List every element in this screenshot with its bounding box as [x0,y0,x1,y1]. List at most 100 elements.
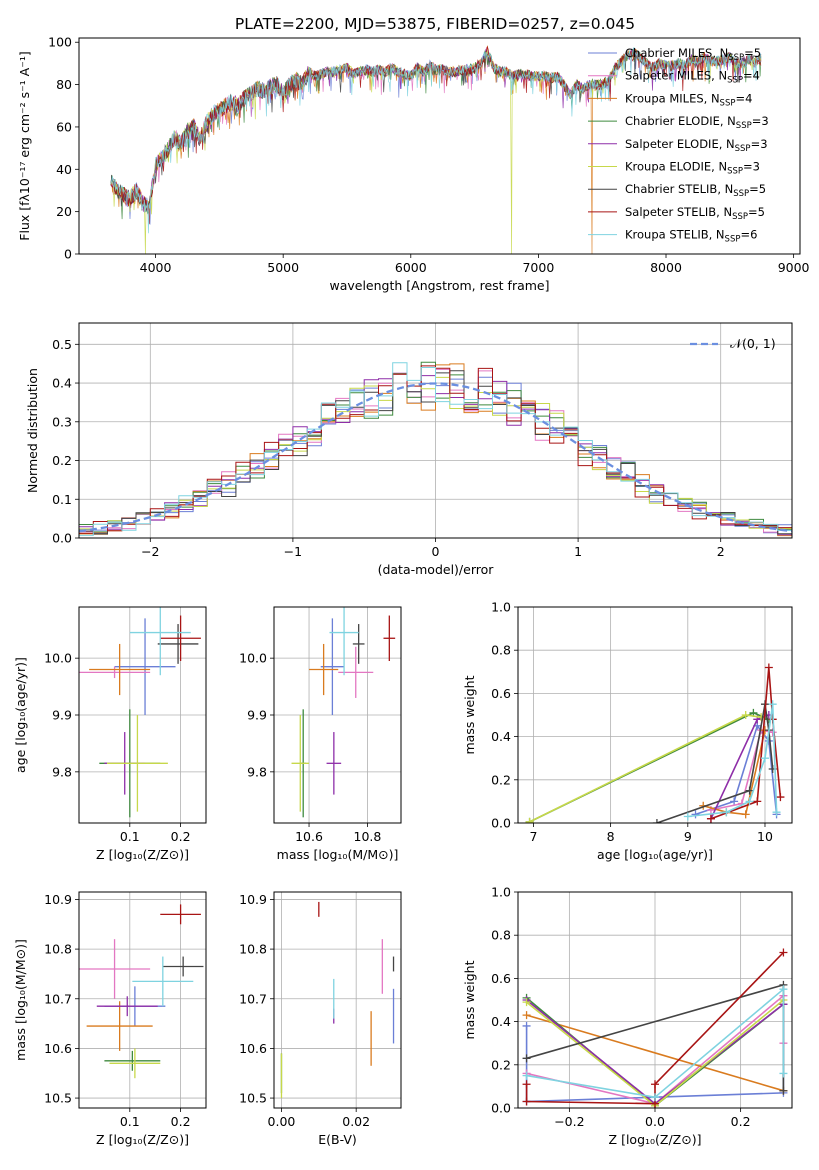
y-tick-label: 9.9 [247,708,267,723]
y-tick-label: 0.6 [491,686,511,701]
legend-entry: Kroupa MILES, NSSP=4 [625,91,752,108]
weight-marker [779,948,788,957]
errorbar-point [329,607,359,676]
weight-marker [651,1093,659,1102]
legend-entry: Salpeter ELODIE, NSSP=3 [625,137,768,154]
weight-marker [741,711,750,719]
errorbar-point [79,666,151,679]
spectrum-line [110,47,762,234]
errorbar-point [157,624,199,664]
weight-marker [779,1069,788,1078]
x-tick-label: 0.0 [645,1114,665,1129]
legend-nssp-subscript: SSP [735,144,751,154]
y-tick-label: 0.4 [491,729,511,744]
legend-nssp-value: =3 [751,137,768,151]
x-tick-label: 6000 [395,260,427,275]
weight-marker [522,1080,531,1089]
plot-area [79,607,201,818]
x-tick-label: 2 [717,544,725,559]
errorbar-point [109,1048,161,1079]
errorbar-point [89,643,151,696]
weight-marker [745,797,754,806]
y-tick-label: 10.8 [239,942,267,957]
weight-marker [651,1080,659,1089]
legend-model-name: Salpeter ELODIE, N [625,137,735,151]
errorbar-point [132,956,194,1007]
plot-area [291,607,396,818]
x-tick-label: 9000 [778,260,810,275]
legend-model-name: Kroupa ELODIE, N [625,160,727,174]
plot-area [79,904,204,1079]
legend-entry: Chabrier ELODIE, NSSP=3 [625,114,769,131]
legend-entry: Salpeter STELIB, NSSP=5 [625,205,765,222]
y-tick-label: 9.9 [52,708,72,723]
figure-title: PLATE=2200, MJD=53875, FIBERID=0257, z=0… [235,15,635,33]
legend-nssp-value: =3 [752,114,769,128]
x-tick-label: 10.8 [354,829,382,844]
legend-nssp-subscript: SSP [720,98,736,108]
x-axis-label: age [log₁₀(age/yr)] [597,847,713,862]
x-axis-label: (data-model)/error [378,562,495,577]
axes-frame [273,891,402,1109]
legend-entry: Chabrier MILES, NSSP=5 [625,46,761,63]
errorbar-point [104,1050,161,1071]
weight-marker [772,808,781,817]
weight-line [526,987,785,1099]
weight-marker [522,998,531,1007]
legend-nssp-value: =4 [735,91,752,105]
legend-entry: Kroupa STELIB, NSSP=6 [625,228,757,245]
y-tick-label: 0.8 [491,643,511,658]
weight-marker [764,663,773,672]
legend-nssp-value: =3 [743,160,760,174]
y-tick-label: 10.7 [44,991,72,1006]
errorbar-point [86,1001,153,1051]
y-tick-label: 0.2 [491,772,511,787]
weight-marker [722,808,731,817]
y-tick-label: 10.9 [44,892,72,907]
weight-marker [730,797,739,806]
x-tick-label: 9 [684,829,692,844]
legend-nssp-value: =4 [743,69,760,83]
panel-spectrum: 4000 5000 6000 7000 8000 9000 0 20 40 60 80 100 wave… [17,35,810,293]
x-tick-label: 4000 [140,260,172,275]
x-tick-label: 0.1 [120,829,140,844]
plot-area [280,901,395,1099]
x-tick-label: 1 [574,544,582,559]
errorbar-point [106,715,168,812]
y-tick-label: 10.5 [239,1091,267,1106]
y-tick-label: 60 [56,119,72,134]
x-tick-label: −0.2 [554,1114,584,1129]
plot-area [110,45,762,254]
x-tick-label: 7000 [522,260,554,275]
panel-weight-vs-z: −0.2 0.0 0.2 0.0 0.2 0.4 0.6 0.8 1.0 Z [log₁₀(Z/Z… [462,885,793,1147]
grid-lines [274,607,401,823]
x-axis-label: Z [log₁₀(Z/Z⊙)] [96,1132,189,1147]
y-tick-label: 0.0 [491,816,511,831]
axes-frame [78,606,207,824]
x-axis-label: E(B-V) [318,1132,357,1147]
plot-area [522,948,788,1108]
y-tick-label: 10.0 [239,651,267,666]
axes-frame [273,606,402,824]
x-tick-label: 7 [529,829,537,844]
y-tick-label: 0.4 [491,1014,511,1029]
histogram-step [79,365,792,538]
axes-frame [78,322,793,539]
legend-nssp-value: =5 [748,205,765,219]
legend-entry: Salpeter MILES, NSSP=4 [625,69,760,86]
x-tick-label: 0.00 [268,1114,296,1129]
y-axis-label: mass [log₁₀(M/M⊙)] [13,939,28,1061]
weight-marker [522,1011,531,1020]
y-tick-label: 1.0 [491,600,511,615]
legend-entry: Chabrier STELIB, NSSP=5 [625,182,766,199]
errorbar-point [79,939,151,999]
y-axis-label: Normed distribution [25,368,40,493]
weight-marker [691,810,700,819]
y-tick-label: 10.5 [44,1091,72,1106]
legend-nssp-subscript: SSP [727,167,743,177]
plot-area [79,361,792,538]
errorbar-point [352,624,365,664]
y-tick-label: 0.5 [52,337,72,352]
x-tick-label: 5000 [267,260,299,275]
